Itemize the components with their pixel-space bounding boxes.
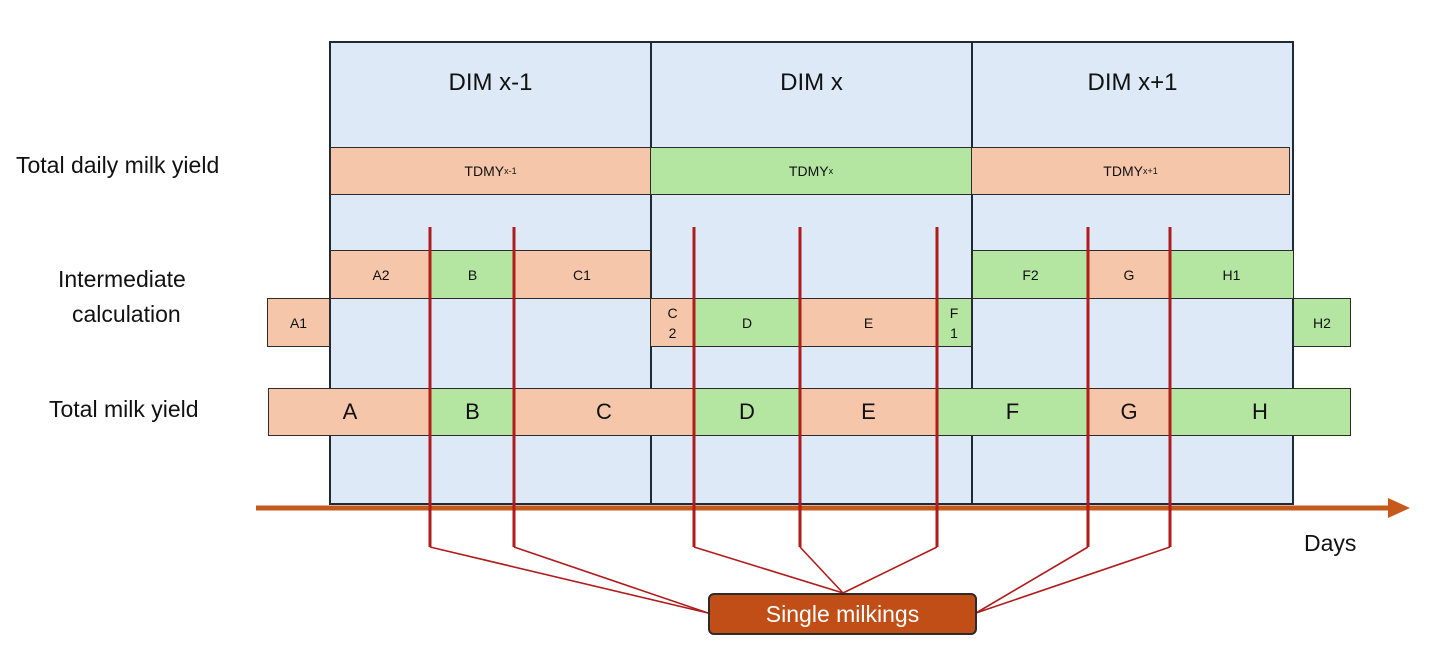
tdmy-current-bar: TDMY x bbox=[650, 147, 972, 195]
segment-f2: F2 bbox=[973, 251, 1088, 298]
axis-label-days: Days bbox=[1304, 530, 1357, 556]
tdmy-current-sub: x bbox=[828, 166, 834, 176]
row-label-intermediate-2: calculation bbox=[72, 301, 181, 327]
segment-g-intermediate: G bbox=[1088, 251, 1170, 298]
tdmy-prev-base: TDMY bbox=[464, 163, 505, 179]
connector-6 bbox=[975, 546, 1089, 614]
segment-f1-line1: F bbox=[949, 304, 959, 321]
segment-h1: H1 bbox=[1170, 251, 1293, 298]
connector-1 bbox=[429, 546, 709, 614]
total-segment-g: G bbox=[1088, 389, 1170, 435]
segment-a2: A2 bbox=[331, 251, 431, 298]
total-milk-bar bbox=[268, 388, 1351, 436]
total-segment-b: B bbox=[431, 389, 514, 435]
row-label-total-daily: Total daily milk yield bbox=[16, 152, 220, 178]
tdmy-current-base: TDMY bbox=[788, 163, 829, 179]
segment-f1-line2: 1 bbox=[950, 324, 958, 341]
day-column-next-title: DIM x+1 bbox=[1087, 69, 1178, 96]
segment-e-intermediate: E bbox=[800, 299, 937, 346]
total-segment-e: E bbox=[800, 389, 937, 435]
segment-c2-line1: C bbox=[667, 304, 678, 321]
segment-f1: F 1 bbox=[937, 299, 971, 346]
tdmy-next-sub: x+1 bbox=[1142, 166, 1158, 176]
tdmy-prev-sub: x-1 bbox=[504, 166, 517, 176]
day-column-prev-title: DIM x-1 bbox=[448, 69, 533, 96]
segment-c2: C 2 bbox=[651, 299, 694, 346]
total-segment-a: A bbox=[269, 389, 431, 435]
intermediate-top-right-group bbox=[972, 250, 1294, 299]
tdmy-next-base: TDMY bbox=[1103, 163, 1143, 179]
total-segment-c: C bbox=[514, 389, 694, 435]
days-axis-arrowhead-icon bbox=[1388, 498, 1410, 518]
segment-h2: H2 bbox=[1293, 298, 1351, 347]
connector-3 bbox=[693, 546, 844, 594]
intermediate-bottom-middle-group bbox=[650, 298, 972, 347]
day-column-current-title: DIM x bbox=[780, 69, 843, 96]
intermediate-top-left-group bbox=[330, 250, 651, 299]
segment-c2-line2: 2 bbox=[668, 324, 677, 341]
connector-4 bbox=[799, 546, 844, 594]
segment-b-intermediate: B bbox=[431, 251, 514, 298]
row-label-intermediate-1: Intermediate bbox=[58, 266, 186, 292]
total-segment-f: F bbox=[937, 389, 1088, 435]
single-milkings-callout: Single milkings bbox=[708, 593, 977, 635]
connector-5 bbox=[842, 546, 938, 594]
connector-7 bbox=[975, 546, 1171, 614]
tdmy-next-bar: TDMY x+1 bbox=[971, 147, 1290, 195]
segment-c1: C1 bbox=[514, 251, 650, 298]
row-label-total-milk: Total milk yield bbox=[49, 396, 199, 422]
total-segment-h: H bbox=[1170, 389, 1350, 435]
total-segment-d: D bbox=[694, 389, 800, 435]
tdmy-prev-bar: TDMY x-1 bbox=[330, 147, 651, 195]
segment-d-intermediate: D bbox=[694, 299, 800, 346]
connector-2 bbox=[513, 546, 709, 614]
segment-a1: A1 bbox=[267, 298, 330, 347]
